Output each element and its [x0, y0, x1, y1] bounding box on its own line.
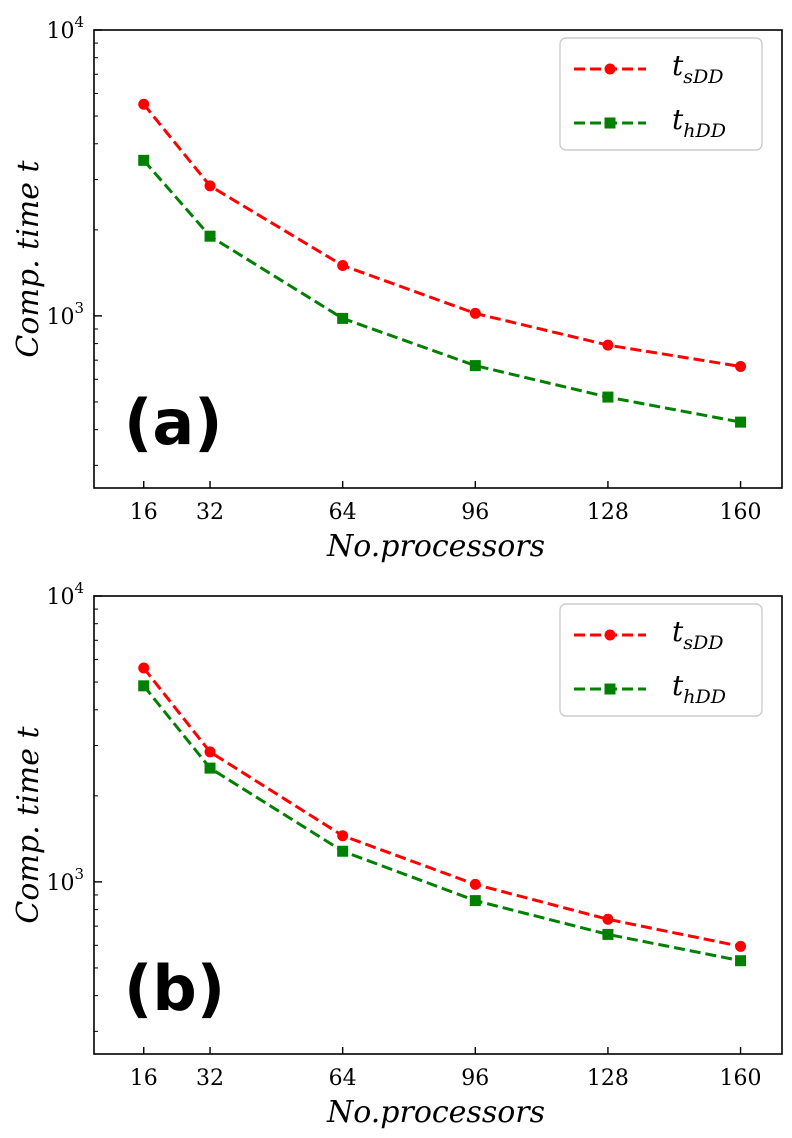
data-point-sdd	[602, 913, 614, 925]
legend-box	[559, 37, 763, 151]
legend-box	[559, 603, 763, 717]
x-axis-label: No.processors	[326, 1095, 545, 1130]
series-line-hdd	[142, 159, 741, 424]
data-point-hdd	[204, 230, 216, 242]
series-line-sdd	[142, 103, 741, 368]
x-tick-label: 128	[587, 1066, 629, 1091]
chart-panel-b: 16 32 64 96 128 160 103 104 No.processors Comp. t…	[11, 579, 783, 1130]
legend-marker-hdd	[604, 117, 616, 129]
data-point-hdd	[735, 416, 747, 428]
legend-label-sdd: tsDD	[672, 615, 723, 654]
x-tick-label: 96	[461, 500, 489, 525]
legend-marker-hdd	[604, 683, 616, 695]
data-point-hdd	[735, 955, 747, 967]
data-point-sdd	[204, 746, 216, 758]
data-point-hdd	[469, 360, 481, 372]
x-tick-label: 160	[720, 1066, 762, 1091]
data-point-hdd	[469, 895, 481, 907]
series-line-hdd	[142, 684, 741, 963]
y-tick-label: 104	[46, 579, 84, 610]
data-point-hdd	[138, 154, 150, 166]
data-point-sdd	[735, 361, 747, 373]
y-axis-label: Comp. time t	[11, 725, 46, 923]
legend: tsDD thDD	[559, 603, 763, 717]
plot-frame	[93, 29, 783, 489]
legend-label-hdd: thDD	[672, 669, 726, 708]
y-axis-label: Comp. time t	[11, 159, 46, 357]
data-point-hdd	[337, 845, 349, 857]
x-tick-label: 16	[130, 1066, 158, 1091]
data-point-hdd	[204, 762, 216, 774]
x-tick-label: 160	[720, 500, 762, 525]
data-point-sdd	[469, 878, 481, 890]
x-tick-label: 128	[587, 500, 629, 525]
y-tick-label: 103	[46, 865, 84, 896]
data-point-sdd	[602, 339, 614, 351]
x-tick-label: 32	[196, 500, 224, 525]
x-tick-label: 64	[329, 1066, 357, 1091]
x-axis-label: No.processors	[326, 529, 545, 564]
data-point-sdd	[469, 307, 481, 319]
legend: tsDD thDD	[559, 37, 763, 151]
panel-label: (a)	[124, 386, 223, 459]
legend-marker-sdd	[604, 63, 616, 75]
data-point-sdd	[337, 830, 349, 842]
x-tick-label: 16	[130, 500, 158, 525]
series-line-sdd	[142, 667, 741, 948]
x-tick-label: 64	[329, 500, 357, 525]
data-point-sdd	[735, 940, 747, 952]
y-tick-label: 104	[46, 13, 84, 44]
data-point-hdd	[138, 680, 150, 692]
panel-label: (b)	[124, 952, 225, 1025]
data-point-sdd	[204, 180, 216, 192]
x-tick-label: 32	[196, 1066, 224, 1091]
data-point-sdd	[337, 260, 349, 272]
legend-label-sdd: tsDD	[672, 49, 723, 88]
x-tick-label: 96	[461, 1066, 489, 1091]
data-point-hdd	[602, 928, 614, 940]
y-tick-label: 103	[46, 299, 84, 330]
data-point-sdd	[138, 98, 150, 110]
data-point-hdd	[337, 312, 349, 324]
data-point-sdd	[138, 662, 150, 674]
plot-frame	[93, 595, 783, 1055]
legend-label-hdd: thDD	[672, 103, 726, 142]
data-point-hdd	[602, 391, 614, 403]
legend-marker-sdd	[604, 629, 616, 641]
chart-panel-a: 16 32 64 96 128 160 103 104 No.processors Comp. t…	[11, 13, 783, 564]
